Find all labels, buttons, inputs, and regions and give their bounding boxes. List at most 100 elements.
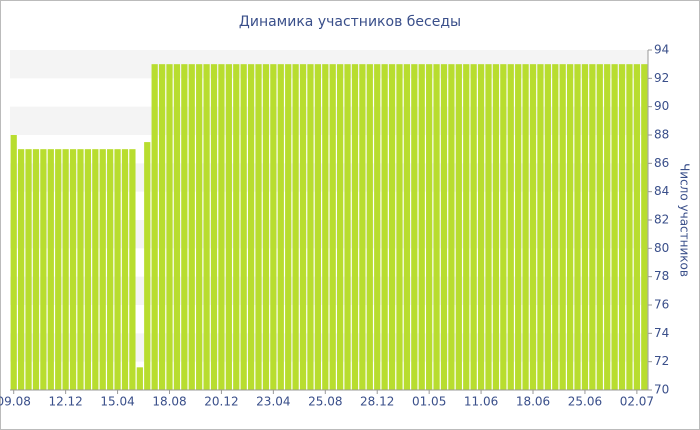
- bar: [351, 64, 359, 391]
- bar: [285, 64, 292, 391]
- bar: [626, 64, 633, 391]
- bar: [581, 64, 589, 391]
- bar: [18, 149, 25, 390]
- bar: [359, 64, 366, 391]
- x-tick-label: 09.08: [0, 395, 31, 409]
- bar: [99, 149, 106, 390]
- bar: [529, 64, 537, 391]
- x-tick-label: 18.08: [152, 395, 186, 409]
- bar: [366, 64, 373, 391]
- bar: [604, 64, 611, 391]
- y-tick-label: 78: [654, 269, 669, 283]
- bar: [433, 64, 440, 391]
- y-axis-label: Число участников: [678, 163, 692, 277]
- x-tick-label: 25.08: [308, 395, 342, 409]
- bar: [218, 64, 225, 391]
- bar: [477, 64, 485, 391]
- x-tick-label: 02.07: [620, 395, 654, 409]
- bar: [418, 64, 425, 391]
- bar: [47, 149, 54, 390]
- y-tick-label: 80: [654, 241, 669, 255]
- bar: [344, 64, 351, 391]
- bar: [515, 64, 522, 391]
- bar: [62, 149, 69, 390]
- bar: [559, 64, 566, 391]
- bar: [299, 64, 307, 391]
- bar: [114, 149, 121, 390]
- bar: [574, 64, 581, 391]
- y-tick-label: 76: [654, 298, 669, 312]
- bar: [337, 64, 344, 391]
- bar: [77, 149, 84, 390]
- bar: [129, 149, 136, 390]
- bar: [262, 64, 270, 391]
- bar: [255, 64, 262, 391]
- bar: [121, 149, 129, 390]
- bar: [233, 64, 240, 391]
- bar: [181, 64, 188, 391]
- bar: [403, 64, 411, 391]
- y-tick-label: 72: [654, 354, 669, 368]
- bar: [374, 64, 381, 391]
- bar: [203, 64, 210, 391]
- bar: [544, 64, 551, 391]
- y-tick-label: 82: [654, 213, 669, 227]
- y-tick-label: 92: [654, 71, 669, 85]
- y-tick-label: 74: [654, 326, 669, 340]
- bar: [247, 64, 255, 391]
- bar: [277, 64, 284, 391]
- bar: [84, 149, 92, 390]
- bar: [426, 64, 433, 391]
- bar: [25, 149, 32, 390]
- y-tick-label: 86: [654, 156, 669, 170]
- bar: [196, 64, 203, 391]
- bar: [455, 64, 462, 391]
- bar: [173, 64, 181, 391]
- bar: [492, 64, 500, 391]
- bar: [151, 64, 158, 391]
- bar: [507, 64, 514, 391]
- bar: [166, 64, 173, 391]
- bar: [470, 64, 477, 391]
- bar: [40, 149, 47, 390]
- x-tick-label: 20.12: [204, 395, 238, 409]
- bar: [440, 64, 448, 391]
- bar: [522, 64, 529, 391]
- x-tick-label: 01.05: [412, 395, 446, 409]
- bar: [210, 64, 218, 391]
- bar: [641, 64, 648, 391]
- bar: [188, 64, 195, 391]
- bar: [144, 142, 151, 390]
- bar: [225, 64, 232, 391]
- bar: [566, 64, 574, 391]
- y-tick-label: 84: [654, 184, 669, 198]
- bar: [307, 64, 314, 391]
- bar: [136, 367, 143, 390]
- bar: [158, 64, 166, 391]
- bar: [596, 64, 603, 391]
- bar: [329, 64, 336, 391]
- bar: [611, 64, 618, 391]
- y-tick-label: 70: [654, 383, 669, 397]
- x-tick-label: 18.06: [516, 395, 550, 409]
- x-tick-label: 12.12: [48, 395, 82, 409]
- bar: [396, 64, 403, 391]
- bar: [537, 64, 544, 391]
- x-tick-label: 25.06: [568, 395, 602, 409]
- bar: [500, 64, 507, 391]
- bar: [69, 149, 77, 390]
- y-tick-label: 94: [654, 43, 669, 57]
- bar: [107, 149, 114, 390]
- bar: [32, 149, 40, 390]
- bar: [292, 64, 299, 391]
- bar: [240, 64, 247, 391]
- bar: [270, 64, 277, 391]
- bar: [92, 149, 99, 390]
- bar: [322, 64, 329, 391]
- bar: [55, 149, 62, 390]
- bar: [589, 64, 596, 391]
- bar: [618, 64, 626, 391]
- bar: [448, 64, 455, 391]
- x-tick-label: 11.06: [464, 395, 498, 409]
